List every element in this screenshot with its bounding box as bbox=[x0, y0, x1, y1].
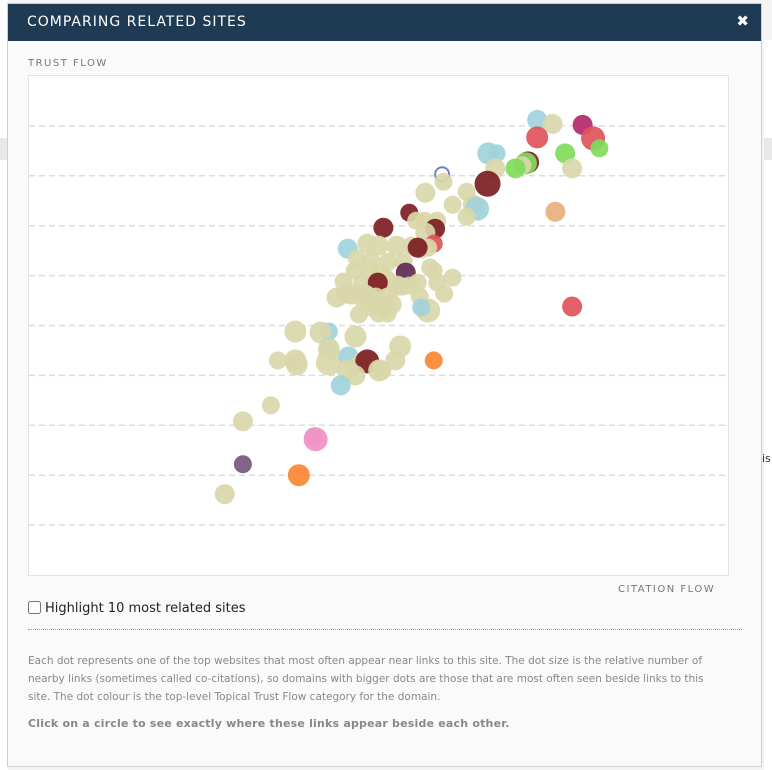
site-dot[interactable] bbox=[389, 335, 412, 358]
site-dot[interactable] bbox=[408, 273, 427, 292]
site-dot[interactable] bbox=[412, 298, 431, 317]
site-dot[interactable] bbox=[542, 113, 563, 134]
site-dot[interactable] bbox=[214, 484, 235, 505]
site-dot[interactable] bbox=[345, 365, 366, 386]
site-dot[interactable] bbox=[315, 349, 342, 376]
site-dot[interactable] bbox=[287, 464, 310, 487]
scatter-chart bbox=[28, 75, 729, 576]
site-dot[interactable] bbox=[505, 158, 526, 179]
site-dot[interactable] bbox=[562, 158, 583, 179]
related-sites-modal: COMPARING RELATED SITES ✖ TRUST FLOW CIT… bbox=[7, 3, 762, 767]
site-dot[interactable] bbox=[232, 411, 253, 432]
site-dot[interactable] bbox=[487, 144, 506, 163]
site-dot[interactable] bbox=[435, 284, 454, 303]
site-dot[interactable] bbox=[344, 325, 367, 348]
modal-title: COMPARING RELATED SITES bbox=[27, 14, 247, 30]
site-dot[interactable] bbox=[268, 351, 287, 370]
site-dot[interactable] bbox=[368, 359, 391, 382]
highlight-label: Highlight 10 most related sites bbox=[45, 601, 246, 616]
site-dot[interactable] bbox=[349, 305, 368, 324]
scatter-chart-svg bbox=[29, 109, 728, 526]
description-text: Each dot represents one of the top websi… bbox=[28, 655, 704, 703]
site-dot[interactable] bbox=[474, 170, 501, 197]
site-dot[interactable] bbox=[261, 396, 280, 415]
site-dot[interactable] bbox=[285, 353, 308, 376]
highlight-option[interactable]: Highlight 10 most related sites bbox=[28, 601, 245, 616]
background-table-header-right bbox=[764, 138, 772, 160]
background-text: is bbox=[762, 452, 771, 465]
site-dot[interactable] bbox=[443, 195, 462, 214]
background-page-left bbox=[0, 0, 8, 770]
site-dot[interactable] bbox=[284, 320, 307, 343]
site-dot[interactable] bbox=[367, 272, 388, 293]
highlight-checkbox[interactable] bbox=[28, 601, 41, 614]
site-dot[interactable] bbox=[233, 455, 252, 474]
site-dot[interactable] bbox=[590, 139, 609, 158]
background-table-header bbox=[0, 138, 8, 160]
y-axis-label: TRUST FLOW bbox=[28, 58, 108, 69]
background-page-right bbox=[764, 40, 772, 770]
site-dot[interactable] bbox=[303, 427, 328, 452]
site-dot[interactable] bbox=[562, 296, 583, 317]
site-dot[interactable] bbox=[526, 126, 549, 149]
x-axis-label: CITATION FLOW bbox=[618, 584, 716, 595]
site-dot[interactable] bbox=[407, 237, 428, 258]
site-dot[interactable] bbox=[386, 235, 407, 256]
site-dot[interactable] bbox=[545, 201, 566, 222]
site-dot[interactable] bbox=[373, 217, 394, 238]
site-dot[interactable] bbox=[443, 268, 462, 287]
site-dot[interactable] bbox=[368, 235, 389, 256]
site-dot[interactable] bbox=[424, 351, 443, 370]
site-dot[interactable] bbox=[415, 182, 436, 203]
site-dot[interactable] bbox=[555, 143, 576, 164]
site-dot[interactable] bbox=[330, 375, 351, 396]
site-dot[interactable] bbox=[378, 304, 397, 323]
modal-header: COMPARING RELATED SITES ✖ bbox=[8, 4, 761, 41]
site-dot[interactable] bbox=[527, 109, 548, 130]
divider bbox=[28, 629, 742, 630]
site-dot[interactable] bbox=[457, 207, 476, 226]
close-icon[interactable]: ✖ bbox=[736, 12, 749, 30]
hint-text: Click on a circle to see exactly where t… bbox=[28, 717, 510, 730]
site-dot[interactable] bbox=[434, 172, 453, 191]
